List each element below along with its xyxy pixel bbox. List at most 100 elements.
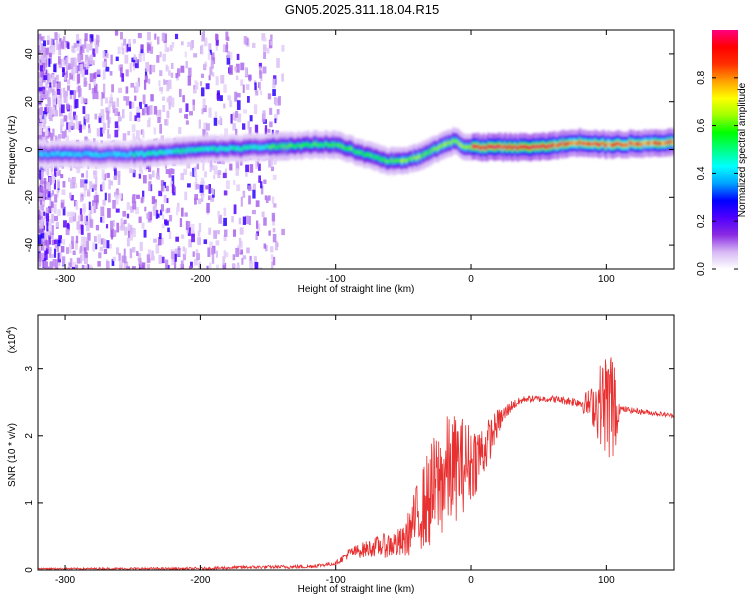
spectrogram-ridge-cell bbox=[396, 158, 399, 163]
spectrogram-ridge-cell bbox=[516, 146, 520, 151]
spectrogram-ridge-cell bbox=[379, 157, 382, 163]
spectrogram-cell bbox=[92, 200, 95, 207]
spectrogram-cell bbox=[159, 86, 163, 92]
spectrogram-cell bbox=[255, 200, 260, 207]
spectrogram-ridge-cell bbox=[96, 153, 99, 158]
spectrogram-cell bbox=[209, 262, 212, 269]
spectrogram-ridge-cell bbox=[400, 159, 404, 164]
spectrogram-cell bbox=[107, 208, 111, 218]
colorbar-tick-label: 0.2 bbox=[696, 214, 707, 228]
spectrogram-cell bbox=[74, 264, 79, 269]
spectrogram-cell bbox=[69, 72, 74, 80]
spectrogram-cell bbox=[267, 93, 272, 100]
spectrogram-cell bbox=[203, 63, 206, 69]
spectrogram-ridge-cell bbox=[487, 143, 490, 148]
spectrogram-cell bbox=[249, 115, 253, 122]
spectrogram-cell bbox=[126, 237, 130, 247]
spectrogram-cell bbox=[136, 267, 140, 269]
spectrogram-cell bbox=[79, 245, 83, 253]
spectrogram-ridge-cell bbox=[325, 141, 328, 146]
spectrogram-cell bbox=[178, 108, 183, 113]
spectrogram-ridge-cell bbox=[354, 149, 358, 155]
spectrogram-ridge-cell bbox=[322, 143, 326, 149]
spectrogram-cell bbox=[131, 57, 136, 63]
spectrogram-ridge-cell bbox=[148, 150, 152, 156]
spectrogram-cell bbox=[222, 172, 227, 179]
spectrogram-cell bbox=[59, 88, 63, 93]
spectrogram-cell bbox=[139, 241, 143, 252]
spectrogram-ridge-cell bbox=[132, 152, 136, 158]
spectrogram-cell bbox=[68, 217, 73, 223]
spectrogram-cell bbox=[84, 54, 89, 63]
spectrogram-ridge-cell bbox=[458, 141, 461, 146]
spectrogram-cell bbox=[173, 259, 177, 269]
y-tick-label: 2 bbox=[24, 433, 35, 439]
spectrogram-ridge-cell bbox=[189, 146, 192, 152]
spectrogram-ridge-cell bbox=[161, 150, 164, 155]
spectrogram-cell bbox=[41, 229, 45, 235]
spectrogram-cell bbox=[132, 169, 136, 178]
spectrogram-ridge-cell bbox=[48, 152, 52, 157]
spectrogram-ridge-cell bbox=[108, 151, 112, 156]
spectrogram-cell bbox=[65, 228, 70, 236]
spectrogram-cell bbox=[242, 255, 247, 260]
spectrogram-cell bbox=[50, 192, 53, 198]
spectrogram-ridge-cell bbox=[223, 146, 226, 151]
spectrogram-ridge-cell bbox=[91, 152, 94, 157]
spectrogram-ridge-cell bbox=[604, 143, 607, 148]
spectrogram-cell bbox=[229, 65, 233, 75]
spectrogram-ridge-cell bbox=[533, 144, 537, 149]
spectrogram-cell bbox=[127, 223, 131, 231]
spectrogram-cell bbox=[276, 109, 280, 115]
spectrogram-cell bbox=[163, 181, 166, 189]
snr-multiplier: (x104) bbox=[6, 327, 18, 354]
spectrogram-cell bbox=[180, 65, 185, 73]
spectrogram-cell bbox=[159, 123, 163, 134]
spectrogram-cell bbox=[174, 33, 179, 40]
spectrogram-ridge-cell bbox=[666, 140, 669, 145]
spectrogram-cell bbox=[120, 32, 123, 40]
spectrogram-cell bbox=[205, 83, 210, 90]
spectrogram-cell bbox=[76, 257, 81, 264]
spectrogram-ridge-cell bbox=[264, 145, 267, 150]
spectrogram-cell bbox=[153, 210, 156, 216]
spectrogram-cell bbox=[125, 69, 129, 77]
spectrogram-cell bbox=[260, 90, 263, 96]
spectrogram-cell bbox=[118, 87, 123, 93]
spectrogram-ridge-cell bbox=[622, 142, 625, 148]
spectrogram-cell bbox=[96, 128, 101, 137]
spectrogram-ridge-cell bbox=[39, 150, 42, 156]
spectrogram-cell bbox=[223, 207, 227, 217]
spectrogram-cell bbox=[121, 222, 125, 231]
spectrogram-cell bbox=[46, 75, 49, 85]
spectrogram-ridge-cell bbox=[245, 146, 248, 151]
spectrogram-cell bbox=[110, 54, 113, 65]
spectrogram-ridge-cell bbox=[428, 150, 432, 156]
spectrogram-ridge-cell bbox=[439, 144, 443, 149]
spectrogram-ridge-cell bbox=[497, 143, 500, 149]
spectrogram-cell bbox=[147, 32, 151, 41]
spectrogram-ridge-cell bbox=[422, 153, 426, 159]
spectrogram-cell bbox=[39, 219, 44, 229]
spectrogram-ridge-cell bbox=[294, 144, 298, 149]
spectrogram-ridge-cell bbox=[330, 143, 333, 148]
spectrogram-ridge-cell bbox=[444, 141, 448, 147]
spectrogram-cell bbox=[245, 172, 248, 177]
spectrogram-ridge-cell bbox=[638, 141, 641, 146]
spectrogram-cell bbox=[220, 74, 225, 84]
spectrogram-ridge-cell bbox=[542, 143, 545, 148]
spectrogram-ridge-cell bbox=[52, 151, 56, 157]
spectrogram-cell bbox=[149, 64, 152, 75]
spectrogram-ridge-cell bbox=[609, 143, 612, 148]
spectrogram-cell bbox=[63, 220, 67, 228]
spectrogram-cell bbox=[121, 255, 126, 263]
spectrogram-cell bbox=[261, 33, 266, 41]
spectrogram-ridge-cell bbox=[617, 141, 621, 146]
spectrogram-cell bbox=[38, 126, 42, 136]
spectrogram-cell bbox=[80, 44, 85, 54]
spectrogram-ridge-cell bbox=[659, 140, 662, 145]
spectrogram-ridge-cell bbox=[414, 155, 417, 160]
spectrogram-cell bbox=[216, 92, 221, 101]
spectrogram-cell bbox=[69, 192, 72, 199]
spectrogram-cell bbox=[232, 229, 237, 237]
